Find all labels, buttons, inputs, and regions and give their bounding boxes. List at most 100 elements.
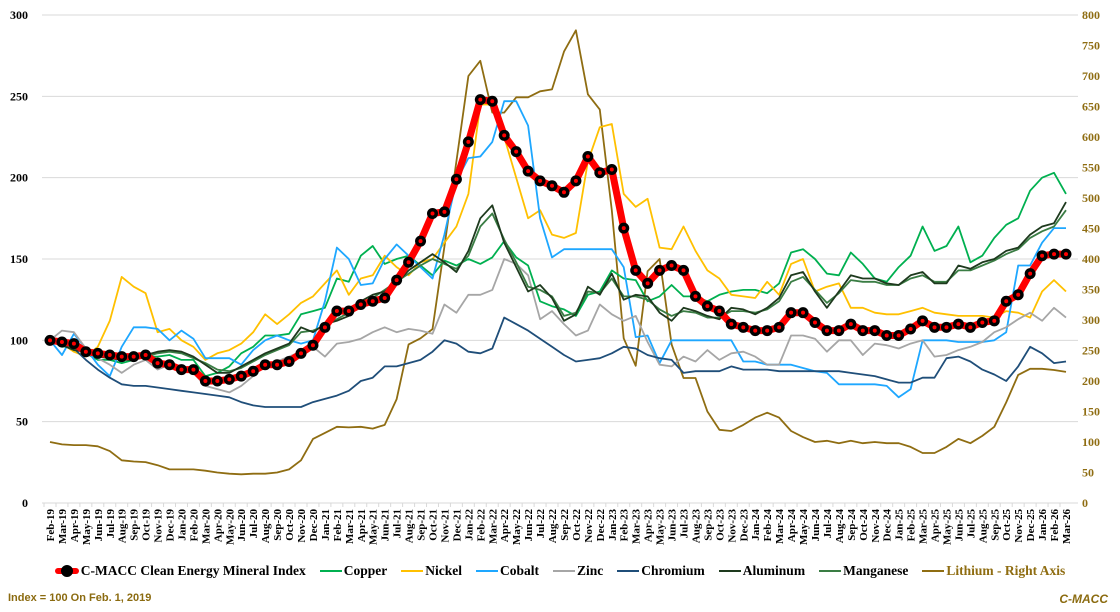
x-tick-label: Jun-22	[523, 509, 535, 542]
series-line-index	[49, 96, 1066, 385]
x-tick-label: Jun-23	[667, 509, 679, 542]
index-marker-center	[394, 278, 399, 283]
x-tick-label: Aug-24	[834, 509, 846, 544]
x-tick-label: Oct-24	[858, 509, 870, 541]
legend-swatch	[819, 570, 842, 572]
index-marker-center	[466, 139, 471, 144]
y-right-tick-label: 350	[1082, 283, 1100, 297]
y-right-tick-label: 150	[1082, 405, 1100, 419]
x-tick-label: Sep-22	[559, 509, 571, 541]
brand-label: C-MACC	[1059, 592, 1108, 606]
x-tick-label: Oct-19	[141, 509, 153, 541]
x-tick-label: Nov-23	[726, 509, 738, 543]
x-tick-label: May-23	[655, 509, 667, 546]
x-tick-label: Nov-19	[153, 509, 165, 543]
y-right-tick-label: 600	[1082, 130, 1100, 144]
index-marker-center	[406, 260, 411, 265]
x-tick-label: Jun-20	[236, 509, 248, 542]
x-tick-label: Sep-23	[702, 509, 714, 541]
y-right-tick-label: 500	[1082, 191, 1100, 205]
legend-label: C-MACC Clean Energy Mineral Index	[80, 563, 306, 578]
x-tick-label: Jun-19	[93, 509, 105, 542]
index-marker-center	[442, 209, 447, 214]
x-tick-label: Jul-19	[105, 509, 117, 539]
index-marker-center	[514, 149, 519, 154]
index-marker-center	[107, 352, 112, 357]
x-tick-label: May-20	[224, 509, 236, 546]
x-tick-label: Aug-25	[977, 509, 989, 544]
index-marker-center	[968, 325, 973, 330]
index-marker-center	[812, 320, 817, 325]
x-tick-label: May-19	[81, 509, 93, 546]
x-tick-label: Feb-23	[619, 509, 631, 542]
index-marker-center	[48, 338, 52, 343]
series-line-nickel	[49, 103, 1067, 361]
legend-label: Lithium - Right Axis	[946, 563, 1066, 578]
index-marker-center	[155, 361, 160, 366]
legend-swatch	[319, 570, 342, 572]
legend-item: Copper	[319, 563, 387, 579]
x-tick-label: Feb-24	[762, 509, 774, 542]
x-tick-label: Oct-21	[427, 509, 439, 541]
index-marker-center	[310, 343, 315, 348]
x-tick-label: Sep-25	[989, 509, 1001, 541]
index-marker-center	[263, 362, 268, 367]
index-marker-center	[358, 302, 363, 307]
index-marker-center	[382, 296, 387, 301]
legend-swatch	[718, 570, 741, 572]
legend-label: Aluminum	[742, 563, 806, 578]
x-tick-label: Jan-22	[463, 509, 475, 541]
y-right-tick-label: 300	[1082, 313, 1100, 327]
legend-marker	[60, 565, 73, 577]
x-tick-label: Oct-20	[284, 509, 296, 541]
index-marker-center	[59, 339, 64, 344]
index-marker-center	[215, 379, 220, 383]
x-tick-label: Jan-20	[176, 509, 188, 541]
y-right-tick-label: 450	[1082, 222, 1100, 236]
index-marker-center	[777, 325, 782, 330]
y-left-tick-label: 300	[10, 8, 28, 22]
index-marker-center	[119, 354, 124, 359]
y-left-tick-label: 100	[10, 333, 28, 347]
index-marker-center	[872, 328, 877, 333]
index-marker-center	[454, 177, 459, 182]
x-tick-label: Jul-20	[248, 509, 260, 539]
legend-item: Chromium	[617, 563, 705, 579]
legend-item: Lithium - Right Axis	[922, 563, 1065, 579]
x-tick-label: Aug-22	[547, 509, 559, 544]
legend-swatch	[54, 565, 79, 577]
y-right-tick-label: 800	[1082, 8, 1100, 22]
index-marker-center	[824, 328, 829, 333]
index-marker-center	[418, 239, 423, 244]
index-marker-center	[227, 377, 232, 382]
index-marker-center	[717, 309, 722, 314]
index-marker-center	[478, 97, 483, 102]
x-tick-label: Apr-22	[499, 509, 511, 543]
index-marker-center	[502, 133, 507, 138]
x-tick-label: Mar-22	[487, 509, 499, 545]
x-tick-label: Jul-22	[535, 509, 547, 539]
x-tick-label: Mar-23	[631, 509, 643, 545]
index-marker-center	[490, 99, 495, 104]
y-right-tick-label: 400	[1082, 252, 1100, 266]
index-marker-center	[203, 379, 208, 383]
y-right-tick-label: 0	[1082, 496, 1088, 510]
index-marker-center	[1028, 271, 1033, 276]
x-tick-label: May-21	[368, 509, 380, 545]
index-marker-center	[1040, 253, 1045, 258]
index-marker-center	[621, 226, 626, 231]
index-marker-center	[956, 322, 961, 327]
x-tick-label: Mar-20	[200, 509, 212, 545]
index-marker-center	[550, 183, 555, 188]
y-right-tick-label: 750	[1082, 39, 1100, 53]
x-tick-label: Nov-24	[870, 509, 882, 543]
index-marker-center	[179, 367, 184, 372]
y-right-tick-label: 100	[1082, 435, 1100, 449]
index-marker-center	[932, 325, 937, 330]
x-tick-label: Jun-24	[810, 509, 822, 542]
x-tick-label: Jan-25	[894, 509, 906, 541]
index-marker-center	[346, 309, 351, 314]
x-tick-label: Jan-23	[607, 509, 619, 541]
index-marker-center	[789, 310, 794, 315]
x-tick-label: Sep-20	[272, 509, 284, 541]
